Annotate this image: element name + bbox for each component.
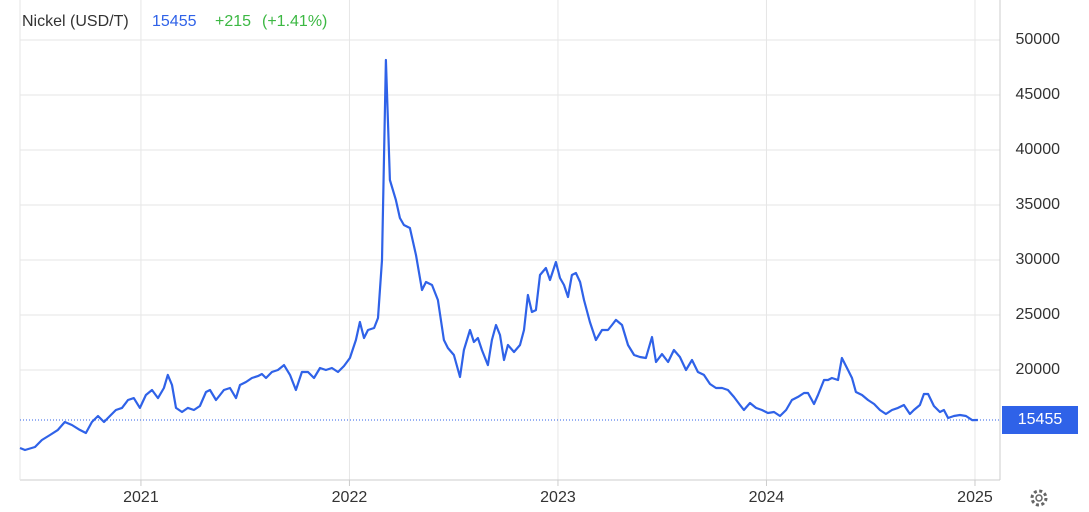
last-value-label: 15455 (1018, 411, 1063, 428)
y-tick-label: 40000 (1016, 141, 1061, 158)
y-tick-label: 50000 (1016, 31, 1061, 48)
x-tick-label: 2022 (332, 489, 368, 506)
x-tick-label: 2024 (749, 489, 785, 506)
x-tick-label: 2025 (957, 489, 993, 506)
y-tick-label: 35000 (1016, 196, 1061, 213)
y-tick-label: 45000 (1016, 86, 1061, 103)
x-tick-label: 2023 (540, 489, 576, 506)
y-tick-label: 25000 (1016, 306, 1061, 323)
change-percent: (+1.41%) (262, 13, 327, 30)
last-value-badge (1002, 405, 1078, 434)
settings-icon[interactable] (1030, 489, 1048, 507)
price-line (19, 58, 978, 452)
change: +215 (215, 13, 251, 30)
x-tick-label: 2021 (123, 489, 159, 506)
chart-title: Nickel (USD/T) (22, 13, 129, 30)
y-tick-label: 20000 (1016, 361, 1061, 378)
y-tick-label: 30000 (1016, 251, 1061, 268)
last-price: 15455 (152, 13, 197, 30)
